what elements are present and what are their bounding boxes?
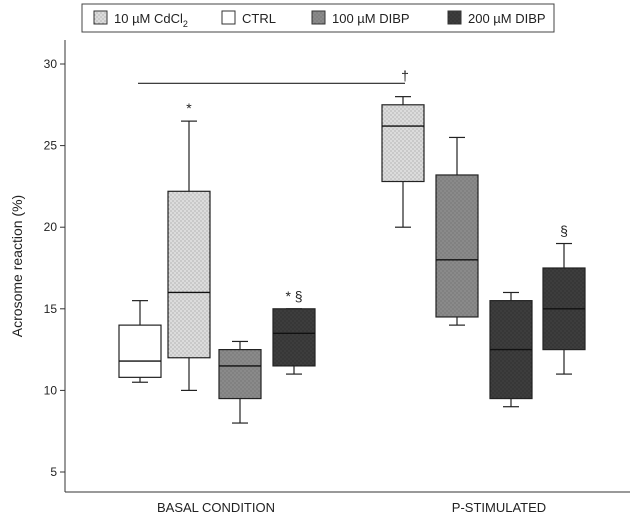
- box-iqr: [272, 308, 316, 367]
- box-plot: [381, 96, 425, 228]
- legend-label: 10 µM CdCl2: [114, 11, 188, 29]
- legend-label-text: CTRL: [242, 11, 276, 26]
- legend-swatch: [311, 10, 326, 25]
- legend-label-subscript: 2: [183, 19, 188, 29]
- legend-swatch: [447, 10, 462, 25]
- box-plot: §: [542, 223, 586, 375]
- legend-swatch: [221, 10, 236, 25]
- legend-label: CTRL: [242, 11, 276, 26]
- legend-label: 100 µM DIBP: [332, 11, 410, 26]
- category-label: BASAL CONDITION: [157, 500, 275, 515]
- box-plot: [435, 136, 479, 326]
- box-plot: [489, 291, 533, 408]
- box-iqr: [381, 104, 425, 183]
- y-tick-label: 25: [44, 139, 58, 153]
- category-label: P-STIMULATED: [452, 500, 546, 515]
- legend: 10 µM CdCl2 CTRL 100 µM DIBP 200 µM DIBP: [81, 3, 555, 33]
- y-tick-label: 30: [44, 57, 58, 71]
- box-plot: [218, 340, 262, 424]
- box-plot: * §: [272, 288, 316, 375]
- bracket-marker: †: [401, 67, 409, 83]
- significance-marker: *: [186, 100, 192, 116]
- legend-item: 10 µM CdCl2: [93, 10, 188, 29]
- box-plot: [118, 300, 162, 383]
- box-iqr: [118, 324, 162, 378]
- legend-item: CTRL: [221, 10, 276, 26]
- y-tick-label: 15: [44, 302, 58, 316]
- legend-swatch: [93, 10, 108, 25]
- y-tick-label: 10: [44, 383, 58, 397]
- legend-label-text: 100 µM DIBP: [332, 11, 410, 26]
- box-iqr: [167, 190, 211, 359]
- significance-marker: * §: [285, 288, 302, 304]
- legend-label-text: 200 µM DIBP: [468, 11, 546, 26]
- significance-marker: §: [560, 223, 568, 239]
- legend-label-text: 10 µM CdCl: [114, 11, 183, 26]
- box-plot: *: [167, 100, 211, 391]
- legend-label: 200 µM DIBP: [468, 11, 546, 26]
- legend-item: 200 µM DIBP: [447, 10, 546, 26]
- y-tick-label: 5: [50, 465, 57, 479]
- box-iqr: [218, 349, 262, 400]
- legend-item: 100 µM DIBP: [311, 10, 410, 26]
- y-tick-label: 20: [44, 220, 58, 234]
- y-axis-label: Acrosome reaction (%): [9, 195, 25, 337]
- box-iqr: [435, 174, 479, 318]
